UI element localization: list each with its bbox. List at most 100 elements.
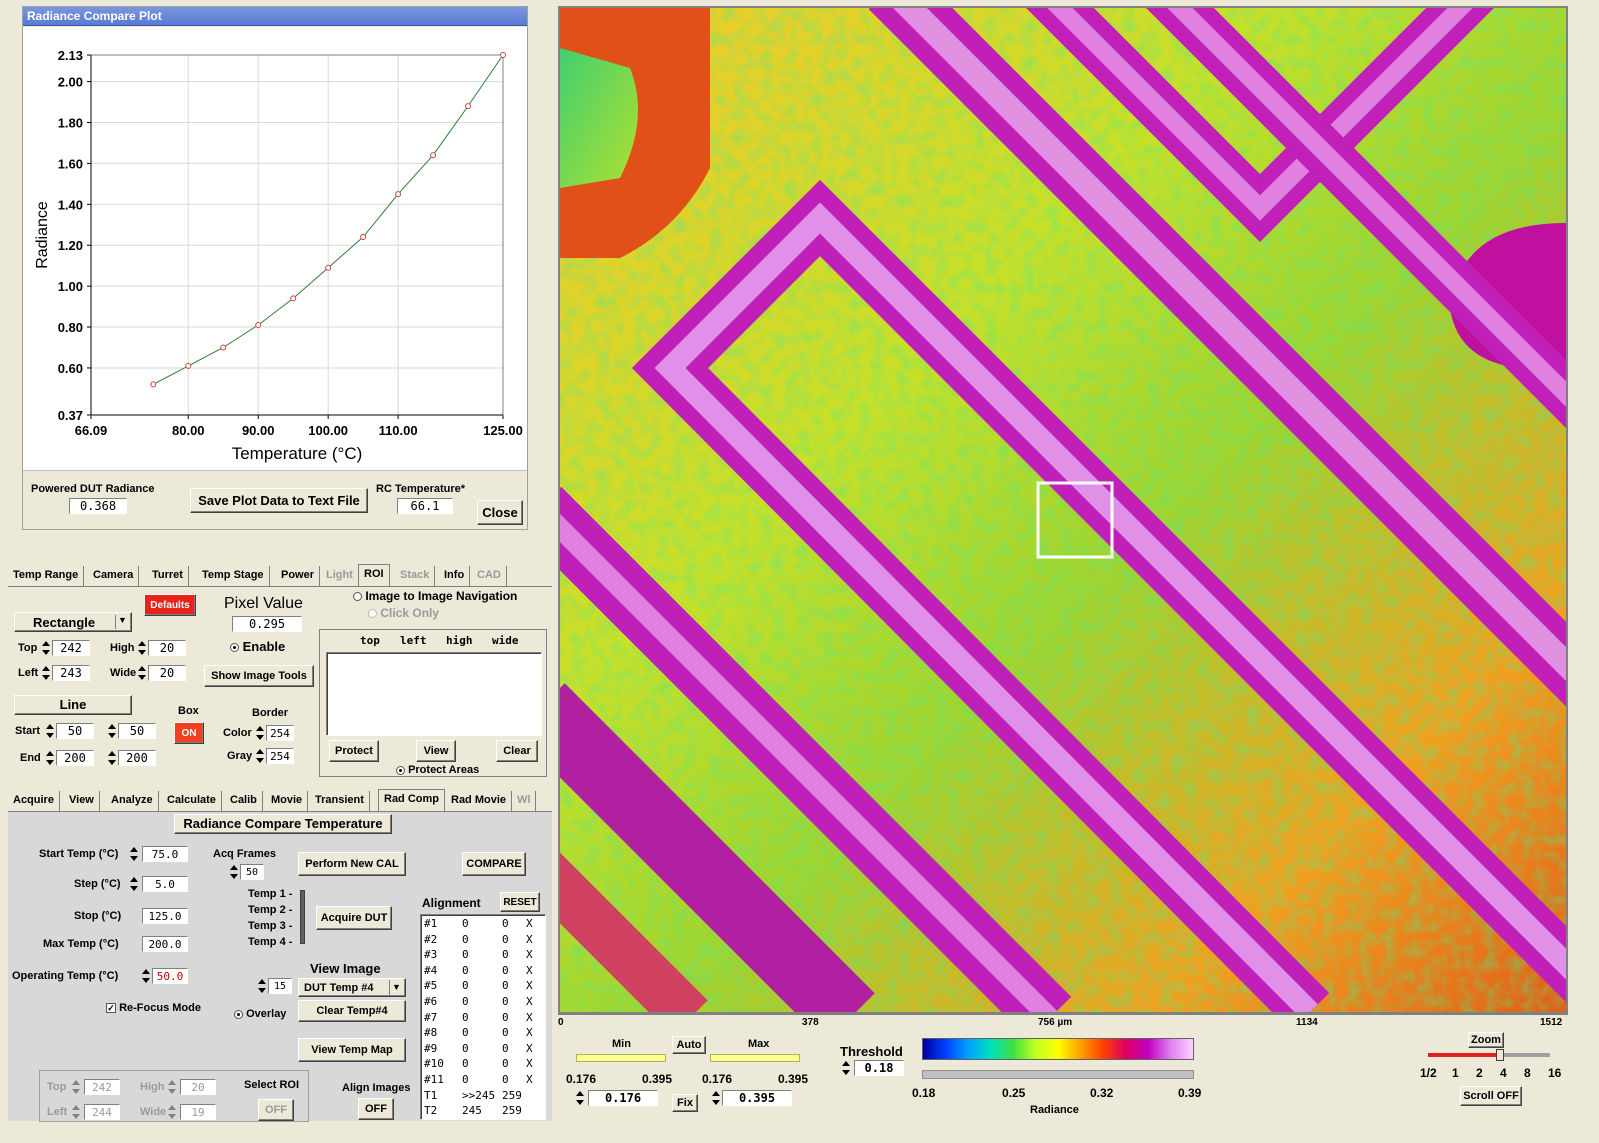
gray-spinner-icon[interactable] (256, 748, 264, 764)
compare-button[interactable]: COMPARE (462, 852, 526, 876)
tab-cad[interactable]: CAD (472, 566, 507, 586)
max-value-input[interactable]: 0.395 (722, 1090, 792, 1106)
tab-temp-stage[interactable]: Temp Stage (197, 566, 270, 586)
end-b-input[interactable]: 200 (118, 750, 156, 766)
refocus-checkbox[interactable]: ✓ Re-Focus Mode (106, 1002, 201, 1014)
end-a-spinner-icon[interactable] (46, 750, 54, 766)
scroll-button[interactable]: Scroll OFF (1460, 1086, 1522, 1106)
fix-button[interactable]: Fix (672, 1094, 698, 1112)
shape-select[interactable]: Rectangle ▼ (14, 612, 132, 632)
tab-light[interactable]: Light (321, 566, 359, 586)
tab-info[interactable]: Info (439, 566, 471, 586)
wide-input[interactable]: 20 (148, 665, 186, 681)
start-a-input[interactable]: 50 (56, 723, 94, 739)
clear-button[interactable]: Clear (496, 740, 538, 762)
sub-top-spinner-icon[interactable] (72, 1079, 80, 1095)
save-plot-button[interactable]: Save Plot Data to Text File (190, 488, 368, 513)
high-input[interactable]: 20 (148, 640, 186, 656)
zoom-tick[interactable]: 1/2 (1420, 1066, 1437, 1080)
click-only-radio[interactable]: Click Only (368, 606, 439, 620)
enable-radio[interactable]: Enable (230, 639, 285, 654)
start-a-spinner-icon[interactable] (46, 723, 54, 739)
acq-frames-spinner-icon[interactable] (230, 864, 238, 880)
close-button[interactable]: Close (477, 500, 523, 525)
sub-high-input[interactable]: 20 (180, 1079, 216, 1095)
defaults-button[interactable]: Defaults (144, 594, 196, 616)
gray-input[interactable]: 254 (266, 748, 294, 764)
tab-calib[interactable]: Calib (225, 791, 263, 811)
max-slider[interactable] (710, 1054, 800, 1062)
tab-calculate[interactable]: Calculate (162, 791, 222, 811)
clear-temp-button[interactable]: Clear Temp#4 (298, 1000, 406, 1022)
sub-top-input[interactable]: 242 (84, 1079, 120, 1095)
color-input[interactable]: 254 (266, 725, 294, 741)
alignment-row[interactable]: #8 0 0 X (424, 1026, 544, 1041)
protect-button[interactable]: Protect (329, 740, 379, 762)
perform-new-cal-button[interactable]: Perform New CAL (298, 852, 406, 876)
min-slider[interactable] (576, 1054, 666, 1062)
sub-wide-input[interactable]: 19 (180, 1104, 216, 1120)
start-temp-spinner-icon[interactable] (130, 846, 138, 862)
tab-turret[interactable]: Turret (147, 566, 189, 586)
zoom-tick[interactable]: 16 (1548, 1066, 1562, 1080)
step-spinner-icon[interactable] (130, 876, 138, 892)
select-roi-button[interactable]: OFF (258, 1099, 294, 1121)
tab-rad-movie[interactable]: Rad Movie (446, 791, 513, 811)
start-b-spinner-icon[interactable] (108, 723, 116, 739)
tab-movie[interactable]: Movie (266, 791, 309, 811)
color-spinner-icon[interactable] (256, 725, 264, 741)
sub-left-spinner-icon[interactable] (72, 1104, 80, 1120)
view-image-num-input[interactable]: 15 (268, 978, 292, 994)
alignment-row[interactable]: #3 0 0 X (424, 948, 544, 963)
tab-view[interactable]: View (64, 791, 100, 811)
alignment-row[interactable]: #9 0 0 X (424, 1042, 544, 1057)
show-image-tools-button[interactable]: Show Image Tools (204, 665, 314, 687)
view-button[interactable]: View (416, 740, 456, 762)
view-image-spinner-icon[interactable] (258, 978, 266, 994)
left-input[interactable]: 243 (52, 665, 90, 681)
left-spinner-icon[interactable] (42, 665, 50, 681)
tab-wl[interactable]: Wl (512, 791, 537, 811)
tab-transient[interactable]: Transient (310, 791, 370, 811)
tab-temp-range[interactable]: Temp Range (8, 566, 85, 586)
zoom-tick[interactable]: 1 (1452, 1066, 1459, 1080)
box-toggle-button[interactable]: ON (174, 722, 204, 744)
min-value-spinner-icon[interactable] (576, 1090, 584, 1106)
min-value-input[interactable]: 0.176 (588, 1090, 658, 1106)
roi-box[interactable] (1036, 481, 1114, 559)
protect-areas-radio[interactable]: Protect Areas (396, 764, 479, 776)
alignment-row[interactable]: #7 0 0 X (424, 1011, 544, 1026)
operating-temp-spinner-icon[interactable] (142, 968, 150, 984)
tab-acquire[interactable]: Acquire (8, 791, 60, 811)
sub-wide-spinner-icon[interactable] (168, 1104, 176, 1120)
align-images-button[interactable]: OFF (358, 1098, 394, 1120)
protect-list[interactable] (326, 652, 542, 736)
view-image-select[interactable]: DUT Temp #4 ▼ (298, 978, 406, 997)
zoom-slider-thumb[interactable] (1496, 1049, 1504, 1061)
plot-window-titlebar[interactable]: Radiance Compare Plot (23, 7, 527, 26)
view-temp-map-button[interactable]: View Temp Map (298, 1038, 406, 1062)
thermal-image[interactable] (560, 8, 1566, 1012)
tab-rad-comp[interactable]: Rad Comp (378, 789, 445, 811)
alignment-row[interactable]: #1 0 0 X (424, 917, 544, 932)
tab-analyze[interactable]: Analyze (106, 791, 159, 811)
zoom-tick[interactable]: 2 (1476, 1066, 1483, 1080)
zoom-tick[interactable]: 4 (1500, 1066, 1507, 1080)
alignment-table[interactable]: #1 0 0 X #2 0 0 X #3 0 0 X #4 0 0 X #5 0 0 X #6 0 0 X #7 0 0 X #8 0 0 X… (420, 914, 546, 1120)
alignment-row[interactable]: T1 >>245 259 (424, 1089, 544, 1104)
tab-roi[interactable]: ROI (358, 564, 390, 586)
acquire-dut-button[interactable]: Acquire DUT (316, 906, 392, 930)
sub-left-input[interactable]: 244 (84, 1104, 120, 1120)
alignment-row[interactable]: #5 0 0 X (424, 979, 544, 994)
top-input[interactable]: 242 (52, 640, 90, 656)
max-value-spinner-icon[interactable] (712, 1090, 720, 1106)
alignment-row[interactable]: #10 0 0 X (424, 1057, 544, 1072)
high-spinner-icon[interactable] (138, 640, 146, 656)
zoom-slider-track[interactable] (1428, 1049, 1550, 1061)
max-temp-input[interactable]: 200.0 (142, 936, 188, 952)
alignment-row[interactable]: #4 0 0 X (424, 964, 544, 979)
auto-button[interactable]: Auto (672, 1036, 706, 1054)
chevron-down-icon[interactable]: ▼ (389, 980, 403, 995)
top-spinner-icon[interactable] (42, 640, 50, 656)
temp-slider-track[interactable] (300, 890, 305, 944)
